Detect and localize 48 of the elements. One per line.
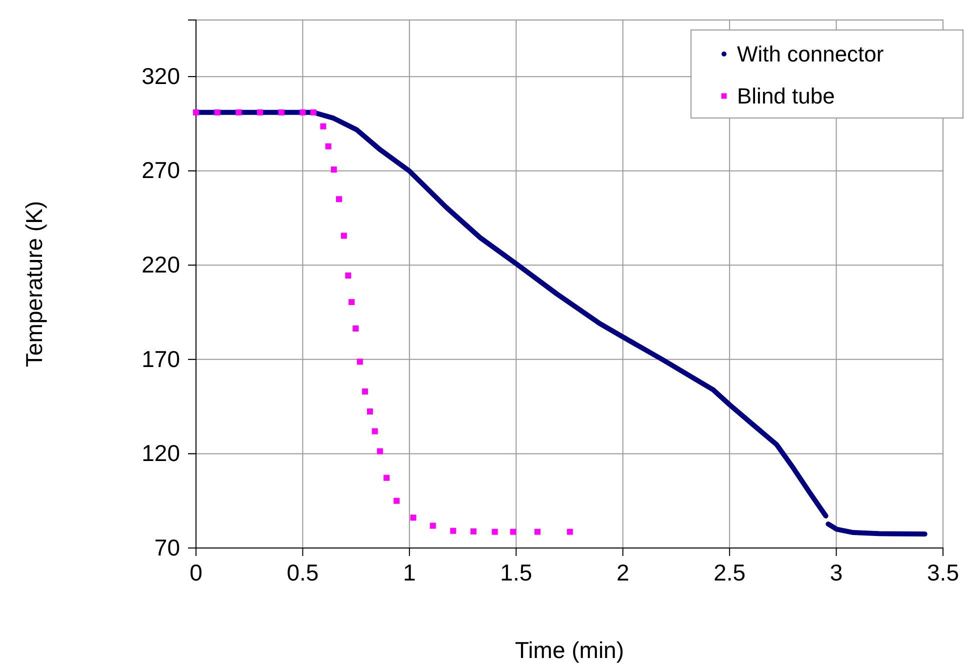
point (257, 109, 264, 116)
y-tick-label: 120 (142, 440, 180, 466)
y-tick-label: 320 (142, 62, 180, 89)
point (214, 109, 220, 116)
point (430, 522, 436, 529)
point (450, 528, 456, 534)
y-axis-title: Temperature (K) (21, 200, 47, 368)
x-tick-label: 1 (403, 559, 416, 586)
y-tick-label: 270 (142, 157, 180, 184)
point (394, 498, 400, 504)
point (340, 232, 347, 239)
x-tick-label: 2.5 (714, 559, 746, 586)
x-tick-label: 0 (190, 559, 202, 586)
point (510, 528, 516, 535)
point (384, 474, 390, 481)
x-tick-label: 0.5 (286, 559, 319, 586)
point (566, 528, 573, 535)
point (193, 109, 199, 116)
x-tick-label: 2 (616, 559, 630, 586)
x-axis-title: Time (min) (514, 637, 624, 663)
legend-label: With connector (737, 42, 884, 67)
point (372, 428, 378, 434)
y-tick-label: 170 (142, 346, 180, 372)
y-tick-label: 70 (154, 534, 180, 560)
point (410, 514, 416, 521)
point (310, 109, 316, 116)
point (320, 123, 326, 130)
point (278, 109, 284, 116)
point (325, 143, 332, 150)
point (356, 358, 363, 365)
point (236, 109, 242, 116)
y-tick-label: 220 (142, 252, 180, 278)
point (470, 528, 476, 534)
point (376, 448, 383, 454)
point (366, 408, 373, 414)
point (345, 272, 352, 279)
legend-label: Blind tube (737, 84, 835, 109)
x-tick-label: 1.5 (500, 559, 532, 586)
point (336, 196, 342, 202)
point (492, 528, 498, 535)
point (300, 109, 306, 116)
point (352, 326, 359, 332)
point (362, 388, 368, 394)
x-tick-label: 3 (830, 559, 843, 586)
point (534, 528, 540, 535)
point (348, 299, 355, 306)
x-tick-label: 3.5 (927, 559, 959, 586)
point (330, 166, 337, 173)
